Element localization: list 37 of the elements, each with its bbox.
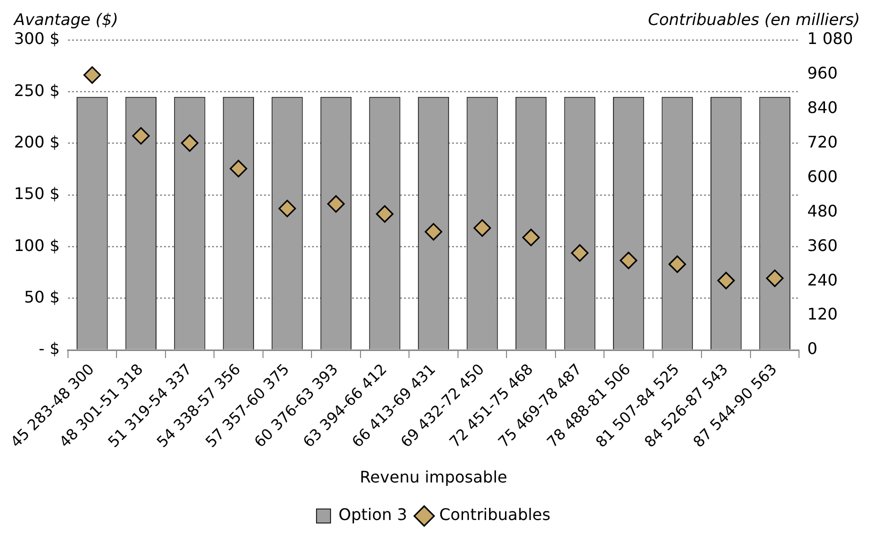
point [424, 223, 442, 241]
y-tick-label: 100 $ [14, 236, 60, 255]
y2-axis-title: Contribuables (en milliers) [648, 10, 860, 29]
point [474, 219, 492, 237]
y-tick-label: 150 $ [14, 184, 60, 204]
point [180, 134, 198, 152]
y2-tick-label: 840 [807, 98, 838, 118]
point [717, 272, 735, 290]
y2-tick-label: 360 [807, 236, 838, 255]
legend-label: Option 3 [338, 505, 408, 524]
point [327, 195, 345, 213]
point [278, 200, 296, 218]
legend-label: Contribuables [439, 505, 550, 524]
point [668, 255, 686, 273]
point [766, 270, 784, 288]
y2-tick-label: 480 [807, 201, 838, 220]
y2-tick-label: 240 [807, 270, 838, 290]
y-tick-label: 300 $ [14, 29, 60, 48]
y-tick-label: 50 $ [24, 288, 60, 307]
x-axis-title: Revenu imposable [360, 468, 508, 487]
y2-tick-label: 120 [807, 304, 838, 324]
point [571, 244, 589, 262]
y-tick-label: 200 $ [14, 132, 60, 152]
point [132, 127, 150, 145]
y-tick-label: 250 $ [14, 80, 60, 100]
y-axis-title: Avantage ($) [13, 10, 118, 29]
point [522, 228, 540, 246]
y-tick-label: - $ [38, 339, 60, 358]
y2-tick-label: 1 080 [807, 29, 854, 48]
y2-tick-label: 720 [807, 132, 838, 152]
y2-tick-label: 960 [807, 64, 838, 83]
point [83, 66, 101, 84]
point [620, 252, 638, 270]
point [230, 160, 248, 178]
y2-tick-label: 600 [807, 166, 838, 186]
y2-tick-label: 0 [807, 339, 818, 358]
point [376, 205, 394, 223]
